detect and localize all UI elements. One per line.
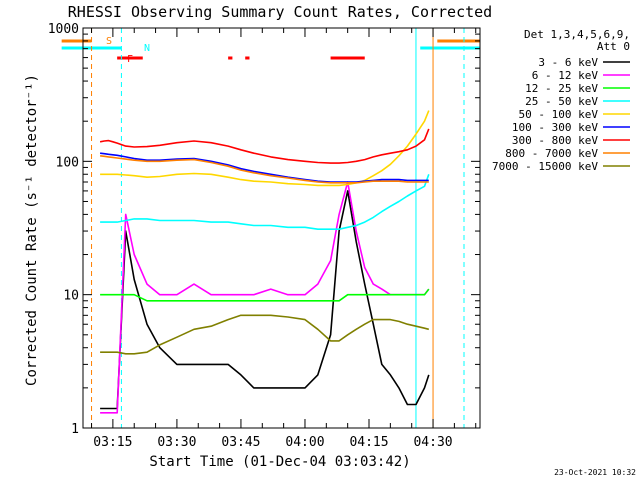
series-line (100, 155, 429, 184)
x-tick-label: 03:30 (157, 435, 196, 450)
legend-label: 12 - 25 keV (525, 82, 598, 95)
y-tick-label: 100 (56, 155, 79, 170)
vertical-markers (91, 28, 465, 428)
series-line (100, 110, 430, 187)
legend-label: 25 - 50 keV (525, 95, 598, 108)
x-axis-ticks: 03:15 03:30 03:45 04:00 04:15 04:30 (91, 28, 477, 450)
y-tick-label: 1000 (48, 22, 79, 37)
y-tick-label: 10 (63, 289, 79, 304)
x-tick-label: 04:00 (285, 435, 324, 450)
y-tick-label: 1 (71, 422, 79, 437)
y-axis-ticks: 1 10 100 1000 (48, 22, 480, 437)
series-line (100, 181, 430, 414)
plot-frame (82, 27, 481, 429)
legend-label: 100 - 300 keV (512, 121, 598, 134)
x-tick-label: 03:45 (221, 435, 260, 450)
legend-label: 6 - 12 keV (532, 69, 599, 82)
legend-label: 3 - 6 keV (538, 56, 598, 69)
legend-label: 800 - 7000 keV (505, 147, 598, 160)
x-tick-label: 04:30 (413, 435, 452, 450)
x-tick-label: 04:15 (349, 435, 388, 450)
y-axis-label: Corrected Count Rate (s⁻¹ detector⁻¹) (24, 74, 40, 386)
series-line (100, 152, 429, 183)
legend-label: 50 - 100 keV (519, 108, 599, 121)
night-label: N (144, 43, 150, 54)
footer-timestamp: 23-Oct-2021 10:32 (554, 468, 636, 477)
x-axis-label: Start Time (01-Dec-04 03:03:42) (149, 454, 410, 470)
legend-header-line-1: Det 1,3,4,5,6,9, (524, 28, 630, 41)
series-line (100, 288, 430, 302)
x-tick-label: 03:15 (93, 435, 132, 450)
legend-label: 7000 - 15000 keV (492, 160, 598, 173)
series-line (100, 174, 430, 230)
legend-header-line-2: Att 0 (597, 40, 630, 53)
series-line (100, 190, 430, 410)
series-line (100, 314, 429, 355)
flare-label: F (127, 54, 133, 65)
legend-label: 300 - 800 keV (512, 134, 598, 147)
series-line (99, 128, 430, 164)
plot-series (99, 110, 430, 414)
saa-label: S (106, 36, 112, 47)
chart-title: RHESSI Observing Summary Count Rates, Co… (68, 3, 492, 21)
